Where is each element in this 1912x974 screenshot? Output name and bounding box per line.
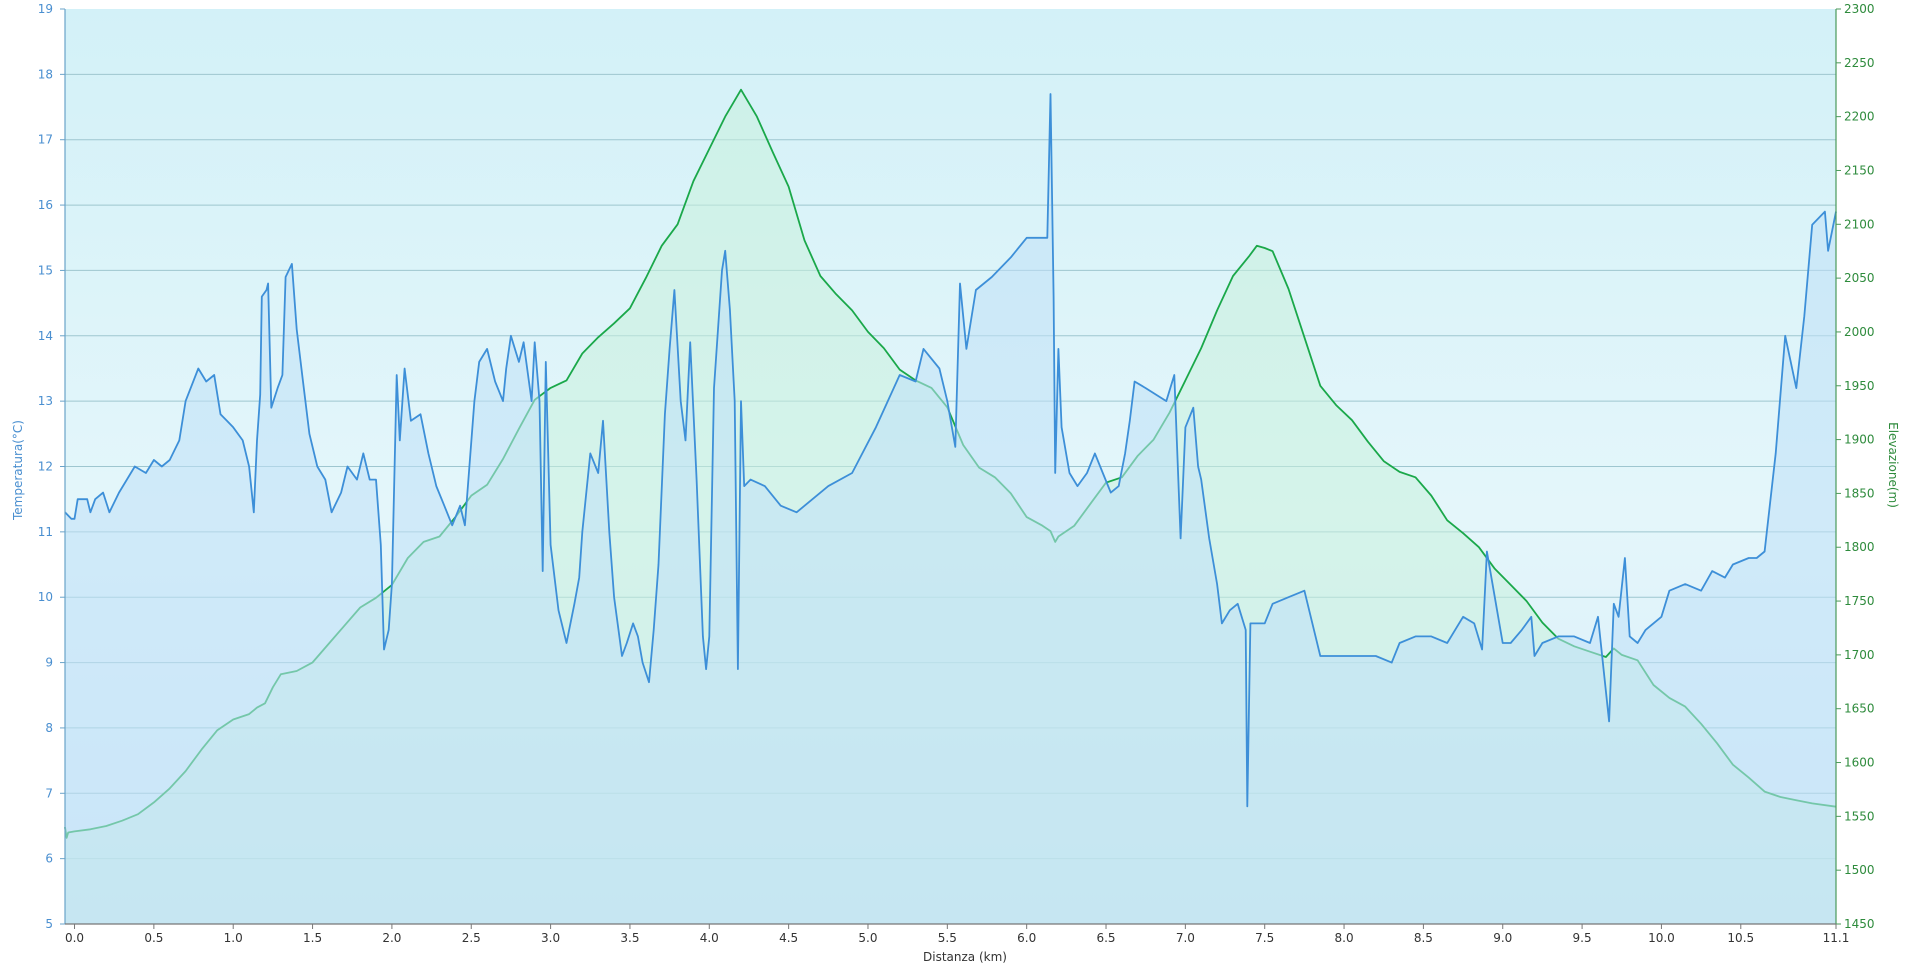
left-tick-label: 17 xyxy=(38,133,53,147)
left-tick-label: 12 xyxy=(38,460,53,474)
right-tick-label: 1750 xyxy=(1844,594,1875,608)
left-tick-label: 15 xyxy=(38,263,53,277)
right-tick-label: 2050 xyxy=(1844,271,1875,285)
x-tick-label: 2.5 xyxy=(462,931,481,945)
right-tick-label: 2250 xyxy=(1844,56,1875,70)
x-tick-label: 6.5 xyxy=(1096,931,1115,945)
x-tick-label: 5.0 xyxy=(858,931,877,945)
series-area-temperatura xyxy=(65,94,1836,924)
left-tick-label: 18 xyxy=(38,67,53,81)
right-tick-label: 2200 xyxy=(1844,110,1875,124)
x-tick-label: 8.0 xyxy=(1335,931,1354,945)
right-tick-label: 1800 xyxy=(1844,540,1875,554)
x-tick-label: 9.0 xyxy=(1493,931,1512,945)
left-axis-title: Temperatura(°C) xyxy=(11,420,25,521)
x-axis-title: Distanza (km) xyxy=(923,950,1007,964)
left-tick-label: 10 xyxy=(38,590,53,604)
x-tick-label: 7.5 xyxy=(1255,931,1274,945)
right-axis-ticks: 1450 1500 1550 1600 1650 1700 1750 1800 1850 1900… xyxy=(1836,2,1875,931)
x-tick-label: 2.0 xyxy=(382,931,401,945)
right-tick-label: 2100 xyxy=(1844,217,1875,231)
x-tick-label: 3.5 xyxy=(620,931,639,945)
right-axis-title: Elevazione(m) xyxy=(1886,422,1900,508)
left-axis-ticks: 5 6 7 8 9 10 11 12 13 14 15 16 17 18 19 xyxy=(38,2,65,931)
series-line-temperatura xyxy=(64,93,1837,808)
series-layer xyxy=(64,88,1837,924)
x-tick-label: 7.0 xyxy=(1176,931,1195,945)
right-tick-label: 1550 xyxy=(1844,809,1875,823)
right-tick-label: 1500 xyxy=(1844,863,1875,877)
x-tick-label: 1.0 xyxy=(224,931,243,945)
left-tick-label: 5 xyxy=(45,917,53,931)
right-tick-label: 2150 xyxy=(1844,163,1875,177)
left-tick-label: 8 xyxy=(45,721,53,735)
x-tick-label: 10.5 xyxy=(1727,931,1754,945)
left-tick-label: 19 xyxy=(38,2,53,16)
x-tick-label: 9.5 xyxy=(1573,931,1592,945)
right-tick-label: 2300 xyxy=(1844,2,1875,16)
right-tick-label: 1650 xyxy=(1844,702,1875,716)
x-tick-label: 3.0 xyxy=(541,931,560,945)
left-tick-label: 11 xyxy=(38,525,53,539)
right-tick-label: 1700 xyxy=(1844,648,1875,662)
left-tick-label: 6 xyxy=(45,852,53,866)
x-tick-label: 4.5 xyxy=(779,931,798,945)
x-tick-label: 8.5 xyxy=(1414,931,1433,945)
x-tick-label: 4.0 xyxy=(700,931,719,945)
x-axis-ticks: 0.0 0.5 1.0 1.5 2.0 2.5 3.0 3.5 4.0 4.5 5.0 5.5 6.0 6… xyxy=(65,924,1849,945)
right-tick-label: 1900 xyxy=(1844,433,1875,447)
right-tick-label: 1850 xyxy=(1844,486,1875,500)
left-tick-label: 13 xyxy=(38,394,53,408)
right-tick-label: 1600 xyxy=(1844,756,1875,770)
x-tick-label: 11.1 xyxy=(1823,931,1850,945)
left-tick-label: 9 xyxy=(45,656,53,670)
left-tick-label: 14 xyxy=(38,329,53,343)
right-tick-label: 2000 xyxy=(1844,325,1875,339)
right-tick-label: 1950 xyxy=(1844,379,1875,393)
x-tick-label: 6.0 xyxy=(1017,931,1036,945)
x-tick-label: 0.5 xyxy=(144,931,163,945)
x-tick-label: 0.0 xyxy=(65,931,84,945)
left-tick-label: 7 xyxy=(45,786,53,800)
right-tick-label: 1450 xyxy=(1844,917,1875,931)
x-tick-label: 10.0 xyxy=(1648,931,1675,945)
x-tick-label: 5.5 xyxy=(938,931,957,945)
x-tick-label: 1.5 xyxy=(303,931,322,945)
left-tick-label: 16 xyxy=(38,198,53,212)
